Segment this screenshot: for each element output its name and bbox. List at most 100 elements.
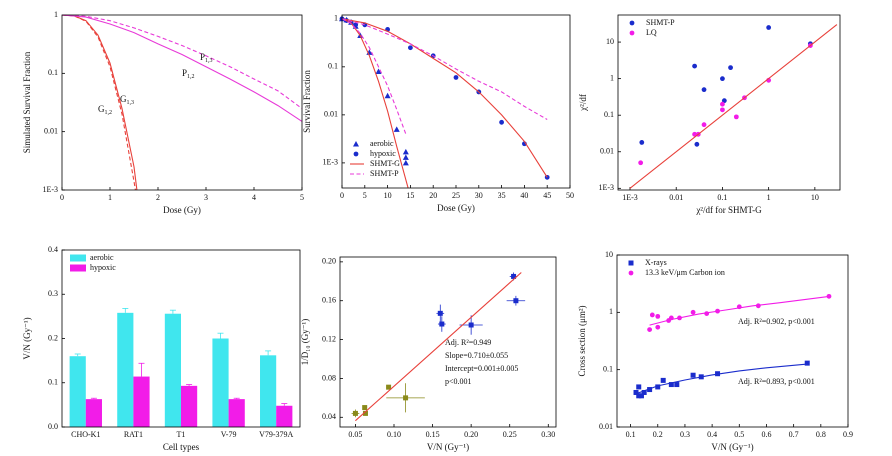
plot-area bbox=[351, 272, 526, 422]
marker-circle bbox=[655, 324, 661, 330]
x-axis-label: χ²/df for SHMT-G bbox=[695, 205, 762, 215]
legend-label: SHMT-P bbox=[370, 169, 399, 178]
x-tick-label: 20 bbox=[429, 191, 437, 200]
curve bbox=[649, 295, 830, 326]
marker-circle bbox=[766, 25, 772, 30]
marker-circle bbox=[353, 151, 359, 157]
x-tick-label: 0.2 bbox=[653, 430, 663, 439]
marker-square bbox=[668, 382, 674, 388]
legend-label: hypoxic bbox=[370, 149, 396, 158]
legend-label: aerobic bbox=[90, 253, 114, 262]
marker-circle bbox=[692, 63, 698, 69]
error-bar bbox=[281, 403, 288, 406]
plot-area bbox=[61, 14, 303, 191]
y-axis-label: Cross section (μm²) bbox=[577, 305, 587, 376]
x-tick-label: 0 bbox=[60, 193, 64, 202]
bar bbox=[212, 338, 229, 427]
annotation: p<0.001 bbox=[445, 377, 472, 386]
x-tick-label: 50 bbox=[566, 191, 574, 200]
marker-square bbox=[362, 410, 368, 416]
marker-square bbox=[511, 273, 517, 279]
x-tick-label: 1E-3 bbox=[622, 193, 638, 202]
marker-square bbox=[641, 389, 647, 395]
x-axis-label: V/N (Gy⁻¹) bbox=[427, 442, 469, 452]
y-tick-label: 0.20 bbox=[322, 257, 336, 266]
y-tick-label: 0.1 bbox=[48, 378, 58, 387]
annotation-sub: 1,3 bbox=[205, 58, 213, 64]
y-tick-label: 0.01 bbox=[599, 422, 613, 431]
y-tick-label: 0.0 bbox=[48, 422, 58, 431]
y-tick-label: 0.12 bbox=[322, 334, 336, 343]
panel: 1E-3 0.01 0.1 1 10 1E-3 0.01 0.1 1 10 χ²/df for SH… bbox=[578, 14, 841, 215]
error-bar bbox=[90, 397, 97, 400]
annotation-sub: 1,2 bbox=[105, 110, 113, 116]
annotation-sub: 1,3 bbox=[127, 100, 135, 106]
y-tick-label: 0.4 bbox=[48, 245, 58, 254]
x-tick-label: 5 bbox=[363, 191, 367, 200]
curve bbox=[61, 14, 303, 109]
plot-frame bbox=[616, 254, 849, 428]
curve bbox=[629, 24, 838, 189]
x-tick-label: 15 bbox=[406, 191, 414, 200]
x-tick-label: CHO-K1 bbox=[71, 430, 100, 439]
y-axis-label: Survival Fraction bbox=[302, 70, 312, 133]
marker-triangle bbox=[402, 159, 409, 166]
bar bbox=[117, 312, 134, 427]
error-bar bbox=[217, 332, 224, 339]
legend-label: SHMT-G bbox=[370, 159, 400, 168]
x-tick-label: 0.8 bbox=[816, 430, 826, 439]
marker-circle bbox=[694, 141, 700, 147]
plot-frame bbox=[61, 14, 303, 191]
marker-square bbox=[633, 389, 639, 395]
panel: 1E-3 0.01 0.1 1 0 1 2 3 4 5 Dose (Gy) Simulated Sur… bbox=[22, 10, 304, 215]
x-axis-label: Dose (Gy) bbox=[437, 203, 475, 213]
x-tick-label: 0.10 bbox=[387, 430, 401, 439]
y-tick-label: 1 bbox=[610, 73, 614, 82]
x-tick-label: 3 bbox=[204, 193, 208, 202]
panel: 0.0 0.1 0.2 0.3 0.4 Cell types V/N (Gy⁻¹) CHO-K… bbox=[22, 245, 301, 452]
y-tick-label: 10 bbox=[606, 37, 614, 46]
marker-square bbox=[352, 410, 358, 416]
error-bar bbox=[138, 362, 145, 377]
annotation-base: P bbox=[200, 52, 205, 62]
plot-frame bbox=[61, 249, 301, 428]
marker-circle bbox=[639, 140, 645, 145]
marker-square bbox=[655, 384, 661, 390]
marker-circle bbox=[638, 160, 644, 166]
annotation: Adj. R²=0.902, p<0.001 bbox=[738, 317, 815, 326]
x-tick-label: 0.20 bbox=[464, 430, 478, 439]
marker-circle bbox=[692, 131, 698, 137]
marker-square bbox=[636, 384, 642, 390]
marker-square bbox=[513, 298, 519, 304]
legend-swatch bbox=[70, 254, 86, 262]
legend-label: aerobic bbox=[370, 139, 394, 148]
x-tick-label: 0.3 bbox=[680, 430, 690, 439]
bar bbox=[69, 356, 86, 427]
plot-area bbox=[69, 308, 293, 427]
y-axis-label: 1/D₁₀ (Gy⁻¹) bbox=[300, 319, 310, 365]
y-tick-label: 1 bbox=[334, 14, 338, 23]
error-bar bbox=[169, 309, 176, 314]
y-tick-label: 1E-3 bbox=[322, 158, 338, 167]
marker-circle bbox=[629, 30, 635, 36]
x-tick-label: 0.7 bbox=[789, 430, 799, 439]
marker-square bbox=[636, 393, 642, 399]
bar bbox=[85, 399, 102, 427]
marker-circle bbox=[453, 75, 459, 80]
x-tick-label: 0.1 bbox=[717, 193, 727, 202]
bar bbox=[260, 355, 277, 427]
marker-circle bbox=[720, 101, 725, 107]
marker-circle bbox=[499, 119, 504, 125]
x-tick-label: 45 bbox=[543, 191, 551, 200]
marker-square bbox=[362, 405, 368, 411]
x-tick-label: 0.05 bbox=[348, 430, 362, 439]
x-tick-label: 1 bbox=[108, 193, 112, 202]
annotation: Intercept=0.001±0.005 bbox=[445, 364, 518, 373]
annotation: Adj. R²=0.949 bbox=[445, 338, 491, 347]
annotation-sub: 1,2 bbox=[187, 74, 195, 80]
error-bar bbox=[233, 397, 240, 400]
marker-square bbox=[660, 377, 666, 383]
bar bbox=[181, 385, 198, 427]
